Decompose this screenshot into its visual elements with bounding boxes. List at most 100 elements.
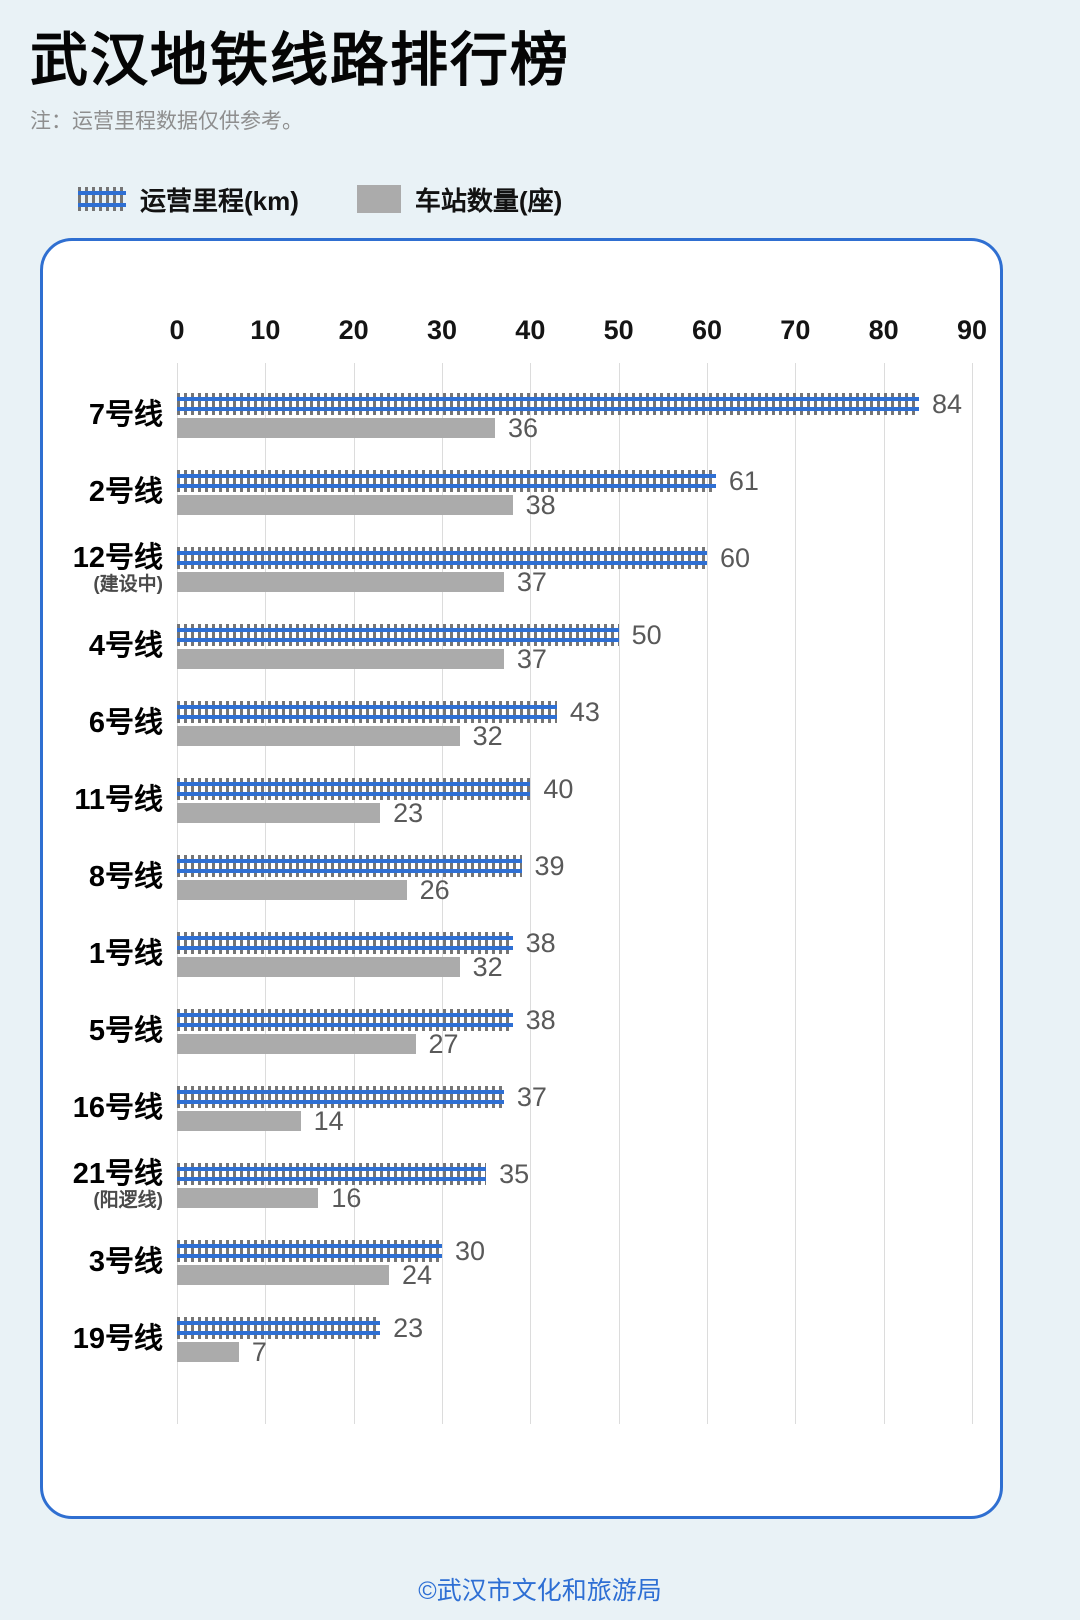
stations-bar (177, 1187, 319, 1208)
mileage-value: 38 (525, 927, 556, 958)
mileage-bar (177, 469, 716, 492)
legend-stations-label: 车站数量(座) (414, 185, 563, 216)
stations-value: 7 (251, 1336, 267, 1367)
note-text: 注：运营里程数据仅供参考。 (30, 109, 303, 133)
chart-row: 2号线 61 38 (43, 454, 972, 531)
row-bars: 61 38 (177, 467, 972, 520)
mileage-bar (177, 931, 513, 954)
stations-bar (177, 1110, 301, 1131)
footer-credit: ©武汉市文化和旅游局 (418, 1576, 662, 1605)
chart-row: 7号线 84 36 (43, 377, 972, 454)
stations-value: 16 (331, 1182, 362, 1213)
stations-bar (177, 1341, 239, 1362)
mileage-bar (177, 1316, 381, 1339)
row-bars: 84 36 (177, 390, 972, 443)
stations-value: 26 (419, 874, 450, 905)
chart-row: 16号线 37 14 (43, 1070, 972, 1147)
chart-row: 1号线 38 32 (43, 916, 972, 993)
axis-tick-30: 30 (426, 314, 458, 345)
stations-value: 32 (472, 720, 503, 751)
row-bars: 38 27 (177, 1004, 972, 1057)
mileage-value: 50 (631, 619, 662, 650)
mileage-bar (177, 1008, 513, 1031)
axis-tick-50: 50 (603, 314, 634, 345)
legend: 运营里程(km) 车站数量(座) (78, 181, 1050, 218)
row-bars: 23 7 (177, 1312, 972, 1367)
row-bars: 35 16 (177, 1158, 972, 1213)
mileage-bar (177, 392, 919, 415)
stations-value: 14 (313, 1105, 344, 1136)
row-bars: 37 14 (177, 1081, 972, 1136)
stations-bar (177, 802, 381, 823)
chart-row: 12号线 (建设中) 60 37 (43, 531, 972, 608)
mileage-value: 23 (393, 1312, 424, 1343)
gridline-90 (972, 362, 973, 1424)
stations-bar (177, 417, 495, 438)
mileage-bar (177, 1085, 504, 1108)
chart-row: 4号线 50 37 (43, 608, 972, 685)
axis-tick-10: 10 (250, 314, 281, 345)
mileage-value: 39 (534, 850, 565, 881)
mileage-value: 35 (499, 1158, 530, 1189)
axis-tick-70: 70 (780, 314, 811, 345)
row-label: 2号线 (88, 475, 163, 508)
row-label: 4号线 (88, 629, 163, 662)
chart-row: 3号线 30 24 (43, 1224, 972, 1301)
row-label: 6号线 (88, 706, 163, 739)
mileage-bar (177, 854, 522, 877)
stations-value: 23 (393, 797, 424, 828)
row-sublabel: (阳逻线) (93, 1190, 163, 1212)
chart-row: 6号线 43 32 (43, 685, 972, 762)
chart-row: 8号线 39 26 (43, 839, 972, 916)
stations-value: 37 (516, 566, 547, 597)
stations-bar (177, 571, 504, 592)
axis-tick-60: 60 (691, 314, 723, 345)
chart-plot: 7号线 84 36 2号线 61 38 12号线 (建设中) 60 37 4号线 50 37 6号线 43 3… (43, 362, 973, 1424)
gray-bar-swatch-icon (356, 185, 401, 214)
chart-card: 0 10 20 30 40 50 60 70 80 90 7号线 84 36 2号线 61 38 12号线 (建… (40, 237, 1003, 1519)
mileage-bar (177, 777, 531, 800)
row-bars: 39 26 (177, 850, 972, 905)
row-label: 7号线 (88, 398, 163, 431)
stations-value: 37 (516, 643, 547, 674)
stations-bar (177, 1264, 389, 1285)
mileage-value: 40 (543, 773, 574, 804)
row-sublabel: (建设中) (93, 574, 163, 596)
chart-row: 21号线 (阳逻线) 35 16 (43, 1147, 972, 1224)
row-label: 12号线 (建设中) (43, 543, 177, 595)
mileage-bar (177, 1239, 442, 1262)
mileage-value: 38 (525, 1004, 556, 1035)
chart-rows: 7号线 84 36 2号线 61 38 12号线 (建设中) 60 37 4号线 50 37 6号线 43 3… (43, 363, 972, 1424)
x-axis: 0 10 20 30 40 50 60 70 80 90 (43, 313, 987, 347)
axis-tick-40: 40 (515, 314, 546, 345)
row-label: 1号线 (88, 937, 163, 970)
row-label: 5号线 (88, 1014, 163, 1047)
row-label: 3号线 (88, 1245, 163, 1278)
row-label: 11号线 (74, 783, 163, 816)
stations-value: 32 (472, 951, 503, 982)
chart-row: 5号线 38 27 (43, 993, 972, 1070)
stations-bar (177, 494, 513, 515)
axis-tick-80: 80 (868, 314, 899, 345)
railway-track-icon (78, 187, 126, 212)
stations-bar (177, 648, 504, 669)
legend-item-mileage: 运营里程(km) (78, 181, 299, 218)
row-bars: 40 23 (177, 773, 972, 828)
legend-item-stations: 车站数量(座) (356, 181, 563, 218)
row-bars: 30 24 (177, 1235, 972, 1288)
mileage-value: 30 (454, 1235, 486, 1266)
axis-tick-0: 0 (169, 314, 185, 345)
stations-value: 36 (508, 412, 539, 443)
gridline-30 (441, 362, 443, 1424)
row-label: 19号线 (72, 1322, 163, 1355)
gridline-40 (530, 362, 532, 1424)
stations-bar (177, 1033, 416, 1054)
legend-mileage-label: 运营里程(km) (140, 185, 299, 216)
stations-bar (177, 879, 407, 900)
stations-value: 38 (525, 489, 556, 520)
mileage-value: 60 (719, 542, 751, 573)
chart-row: 19号线 23 7 (43, 1301, 972, 1378)
axis-tick-90: 90 (956, 314, 988, 345)
mileage-value: 37 (516, 1081, 547, 1112)
